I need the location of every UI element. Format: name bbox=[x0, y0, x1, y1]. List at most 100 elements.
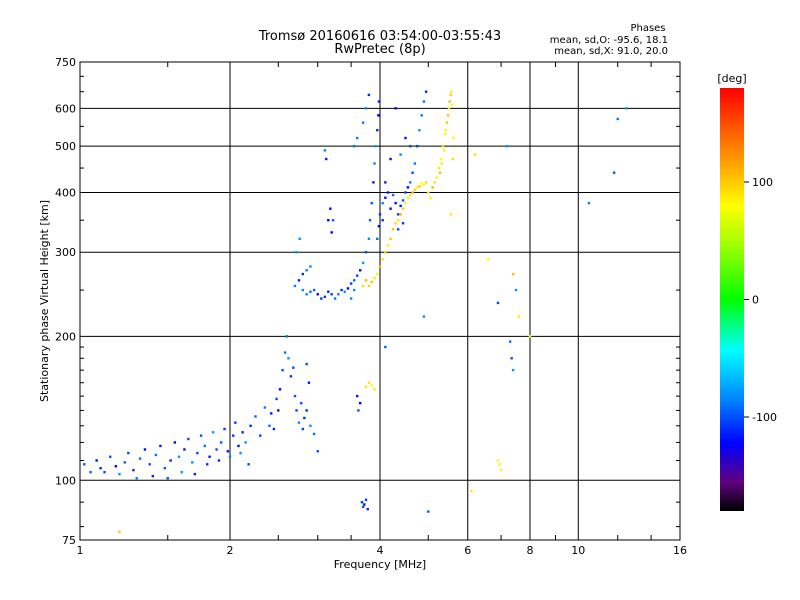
x-mode-point bbox=[499, 468, 503, 472]
colorbar-tick-label: 100 bbox=[752, 176, 773, 189]
o-mode-point bbox=[89, 470, 92, 474]
x-mode-point bbox=[447, 107, 451, 110]
o-mode-point bbox=[384, 181, 387, 184]
x-mode-point bbox=[364, 385, 368, 388]
o-mode-point bbox=[364, 251, 368, 254]
o-mode-point bbox=[364, 107, 368, 110]
x-axis-label: Frequency [MHz] bbox=[334, 558, 426, 571]
y-tick-label: 400 bbox=[55, 186, 76, 199]
x-mode-point bbox=[445, 121, 449, 124]
o-mode-point bbox=[357, 409, 360, 412]
o-mode-point bbox=[228, 455, 232, 458]
legend-heading: Phases bbox=[630, 23, 665, 34]
x-mode-point bbox=[364, 279, 368, 282]
o-mode-point bbox=[295, 409, 298, 412]
x-mode-point bbox=[450, 90, 453, 93]
o-mode-point bbox=[355, 274, 359, 277]
x-mode-point bbox=[470, 489, 473, 493]
o-mode-point bbox=[312, 432, 316, 436]
o-mode-point bbox=[138, 457, 142, 460]
o-mode-point bbox=[275, 397, 278, 401]
o-mode-point bbox=[511, 368, 515, 372]
o-mode-point bbox=[420, 114, 423, 117]
o-mode-point bbox=[327, 290, 330, 293]
colorbar-tick-label: -100 bbox=[752, 411, 777, 424]
o-mode-point bbox=[352, 144, 356, 148]
o-mode-point bbox=[287, 357, 290, 360]
plot-frame bbox=[79, 61, 681, 541]
colorbar-ticks: 100 0 -100 bbox=[744, 176, 777, 424]
x-mode-point bbox=[448, 100, 451, 103]
o-mode-point bbox=[268, 424, 271, 428]
o-mode-point bbox=[300, 401, 303, 405]
x-mode-point bbox=[435, 176, 438, 179]
o-mode-point bbox=[254, 415, 257, 418]
o-mode-point bbox=[135, 477, 138, 480]
o-mode-point bbox=[368, 219, 372, 222]
o-mode-point bbox=[325, 157, 328, 161]
x-mode-point bbox=[404, 201, 407, 205]
o-mode-point bbox=[330, 293, 333, 296]
o-mode-point bbox=[363, 503, 366, 506]
o-mode-point bbox=[320, 297, 323, 300]
o-mode-point bbox=[103, 470, 106, 474]
o-mode-point bbox=[305, 269, 308, 272]
x-mode-point bbox=[449, 93, 453, 97]
x-mode-point bbox=[118, 530, 121, 534]
o-mode-point bbox=[352, 279, 356, 282]
o-mode-point bbox=[612, 171, 616, 174]
x-mode-point bbox=[361, 284, 365, 288]
o-mode-point bbox=[361, 261, 365, 265]
o-mode-point bbox=[166, 477, 169, 480]
o-mode-point bbox=[377, 100, 381, 103]
o-mode-point bbox=[399, 153, 402, 156]
o-mode-point bbox=[355, 136, 359, 140]
o-mode-point bbox=[208, 455, 211, 458]
x-mode-point bbox=[413, 188, 417, 192]
o-mode-point bbox=[389, 157, 392, 161]
x-mode-point bbox=[411, 191, 414, 194]
x-mode-point bbox=[498, 463, 501, 466]
colorbar-label: [deg] bbox=[717, 72, 746, 85]
o-mode-point bbox=[270, 412, 273, 415]
o-mode-point bbox=[508, 340, 512, 343]
o-mode-point bbox=[409, 144, 412, 148]
y-axis-ticks: 75 100 200 300 400 500 600 750 bbox=[55, 56, 680, 547]
o-mode-point bbox=[305, 293, 308, 296]
o-mode-point bbox=[249, 424, 252, 428]
y-tick-label: 200 bbox=[55, 330, 76, 343]
o-mode-point bbox=[409, 181, 412, 184]
o-mode-point bbox=[163, 466, 167, 470]
o-mode-point bbox=[367, 237, 371, 241]
o-mode-point bbox=[154, 453, 158, 457]
o-mode-point bbox=[381, 201, 384, 205]
o-mode-point bbox=[285, 335, 288, 338]
o-mode-point bbox=[109, 455, 112, 458]
scatter-points bbox=[83, 90, 628, 534]
x-mode-point bbox=[429, 196, 432, 199]
x-mode-point bbox=[386, 244, 390, 247]
o-mode-point bbox=[277, 409, 280, 412]
x-mode-point bbox=[420, 182, 423, 185]
o-mode-point bbox=[404, 191, 407, 194]
x-mode-point bbox=[451, 157, 455, 161]
o-mode-point bbox=[330, 231, 333, 234]
o-mode-point bbox=[360, 500, 364, 504]
x-mode-point bbox=[418, 185, 421, 188]
o-mode-point bbox=[340, 288, 343, 292]
o-mode-point bbox=[297, 421, 301, 424]
o-mode-point bbox=[389, 207, 392, 210]
x-mode-point bbox=[409, 193, 412, 197]
grid-lines bbox=[80, 62, 680, 540]
o-mode-point bbox=[355, 394, 359, 398]
x-mode-point bbox=[376, 272, 379, 276]
x-mode-point bbox=[487, 258, 490, 261]
x-mode-point bbox=[384, 251, 387, 254]
o-mode-point bbox=[349, 282, 353, 285]
x-mode-point bbox=[391, 228, 395, 231]
x-mode-point bbox=[401, 207, 405, 210]
o-mode-point bbox=[366, 507, 369, 511]
o-mode-point bbox=[187, 437, 190, 441]
o-mode-point bbox=[114, 465, 118, 468]
